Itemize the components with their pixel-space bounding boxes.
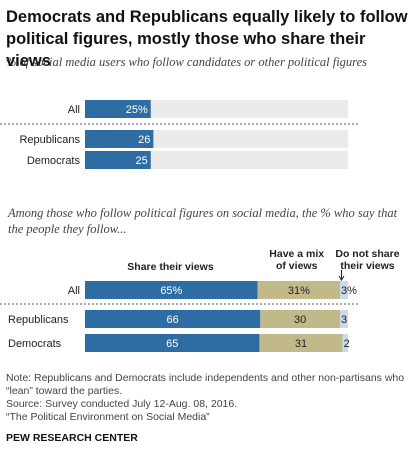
- data-label: 65: [166, 338, 178, 350]
- legend-label: Do not share: [335, 248, 399, 260]
- data-label: 31%: [288, 285, 310, 297]
- chart1-subtitle: % of social media users who follow candi…: [6, 55, 367, 69]
- bar: [85, 100, 151, 118]
- bar-segment: [85, 281, 258, 299]
- bar-segment: [85, 334, 260, 352]
- category-label: All: [68, 104, 80, 116]
- data-label: 25: [136, 155, 148, 167]
- category-label: Republicans: [19, 134, 80, 146]
- chart-title: Democrats and Republicans equally likely…: [6, 8, 408, 70]
- note-line: Source: Survey conducted July 12-Aug. 08…: [6, 398, 238, 410]
- bar-segment: [340, 281, 348, 299]
- note-line: “The Political Environment on Social Med…: [6, 411, 210, 423]
- data-label: 2: [344, 338, 350, 350]
- bar: [85, 151, 151, 169]
- bar-segment: [260, 310, 341, 328]
- data-label: 3: [341, 314, 347, 326]
- note-line: “lean” toward the parties.: [6, 385, 123, 397]
- data-label: 3%: [341, 285, 357, 297]
- data-label: 26: [138, 134, 150, 146]
- bar-segment: [257, 281, 341, 299]
- bar-segment: [85, 310, 261, 328]
- legend-label: their views: [340, 260, 394, 272]
- data-label: 31: [295, 338, 307, 350]
- source-org: PEW RESEARCH CENTER: [6, 432, 138, 444]
- bar-segment: [340, 310, 348, 328]
- chart1-plot: All 25% Republicans 26 Democrats 25: [0, 100, 360, 169]
- legend-arrow-head: [338, 275, 345, 281]
- bar-segment: [259, 334, 343, 352]
- notes: Note: Republicans and Democrats include …: [6, 372, 411, 424]
- chart2-subtitle: Among those who follow political figures…: [8, 206, 398, 236]
- legend-label: Share their views: [127, 261, 214, 273]
- category-label: Democrats: [27, 155, 81, 167]
- data-label: 65%: [160, 285, 182, 297]
- bar: [85, 130, 154, 148]
- category-label: All: [68, 285, 80, 297]
- note-line: Note: Republicans and Democrats include …: [6, 372, 405, 384]
- category-label: Democrats: [8, 338, 62, 350]
- category-label: Republicans: [8, 314, 69, 326]
- data-label: 25%: [126, 104, 148, 116]
- data-label: 30: [294, 314, 306, 326]
- bar-segment: [342, 334, 348, 352]
- legend-label: Have a mix: [269, 248, 324, 260]
- legend-label: of views: [276, 260, 318, 272]
- data-label: 66: [167, 314, 179, 326]
